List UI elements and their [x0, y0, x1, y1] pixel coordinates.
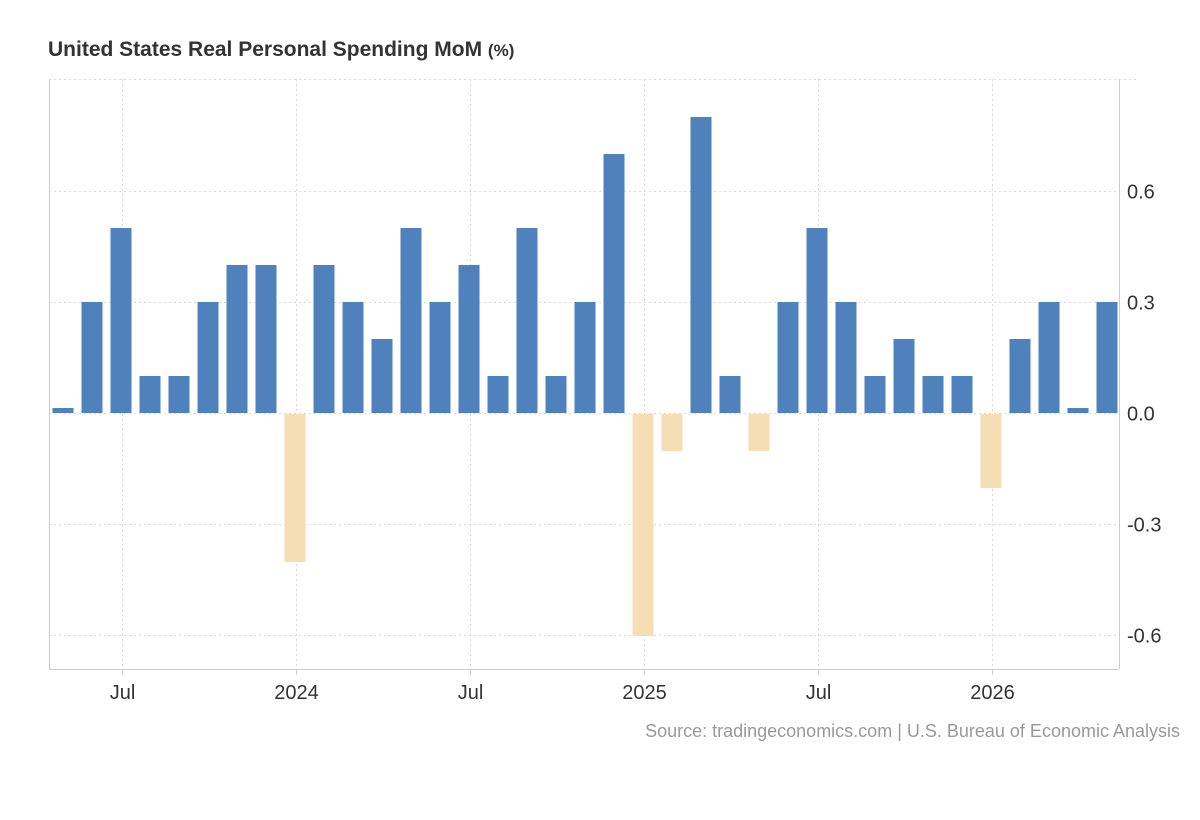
y-tick-label: -0.3: [1127, 515, 1161, 537]
bar-2024-05[interactable]: [400, 228, 422, 413]
bar-2025-08[interactable]: [835, 302, 857, 413]
x-tick-label: 2026: [970, 682, 1015, 704]
y-tick-label: 0.6: [1127, 182, 1155, 204]
y-tick-label: 0.0: [1127, 404, 1155, 426]
bar-2026-03[interactable]: [1038, 302, 1060, 413]
x-tick-label: 2024: [274, 682, 319, 704]
bar-2026-04[interactable]: [1067, 408, 1089, 413]
x-tick-label: 2025: [622, 682, 667, 704]
bar-2024-12[interactable]: [603, 154, 625, 413]
bar-2025-06[interactable]: [777, 302, 799, 413]
bar-2026-05[interactable]: [1096, 302, 1118, 413]
bar-2024-02[interactable]: [313, 265, 335, 413]
bar-2025-07[interactable]: [806, 228, 828, 413]
bar-2023-06[interactable]: [81, 302, 103, 413]
bar-2024-01[interactable]: [284, 414, 306, 562]
chart-title-text: United States Real Personal Spending MoM: [48, 38, 483, 61]
bar-2026-01[interactable]: [980, 414, 1002, 488]
y-tick-label: 0.3: [1127, 293, 1155, 315]
bar-2023-11[interactable]: [226, 265, 248, 413]
x-tick-label: Jul: [458, 682, 484, 704]
bar-2024-06[interactable]: [429, 302, 451, 413]
bar-2024-03[interactable]: [342, 302, 364, 413]
y-axis-labels: 0.6 0.3 0.0 -0.3 -0.6: [1127, 182, 1161, 648]
bar-2024-04[interactable]: [371, 339, 393, 413]
chart-title-unit: (%): [487, 41, 515, 60]
x-tick-label: Jul: [806, 682, 832, 704]
bar-2024-07[interactable]: [458, 265, 480, 413]
bar-2023-07[interactable]: [110, 228, 132, 413]
bar-2024-10[interactable]: [545, 376, 567, 413]
bar-2025-04[interactable]: [719, 376, 741, 413]
bar-2025-02[interactable]: [661, 414, 683, 451]
bar-2024-09[interactable]: [516, 228, 538, 413]
bar-2026-02[interactable]: [1009, 339, 1031, 413]
bar-2024-11[interactable]: [574, 302, 596, 413]
bar-2023-10[interactable]: [197, 302, 219, 413]
bar-2023-05[interactable]: [52, 408, 74, 413]
bar-2025-10[interactable]: [893, 339, 915, 413]
x-axis-labels: Jul 2024 Jul 2025 Jul 2026: [110, 682, 1015, 704]
bar-2023-08[interactable]: [139, 376, 161, 413]
y-tick-label: -0.6: [1127, 626, 1161, 648]
source-note: Source: tradingeconomics.com | U.S. Bure…: [645, 721, 1180, 741]
bar-2023-12[interactable]: [255, 265, 277, 413]
x-tick-label: Jul: [110, 682, 136, 704]
bar-2025-09[interactable]: [864, 376, 886, 413]
bar-2025-11[interactable]: [922, 376, 944, 413]
chart-title: United States Real Personal Spending MoM…: [48, 38, 514, 62]
bar-2025-01[interactable]: [632, 414, 654, 636]
bar-2023-09[interactable]: [168, 376, 190, 413]
bar-2025-05[interactable]: [748, 414, 770, 451]
axes: [49, 79, 1120, 675]
bars: [52, 117, 1118, 636]
bar-2025-03[interactable]: [690, 117, 712, 413]
bar-2024-08[interactable]: [487, 376, 509, 413]
bar-2025-12[interactable]: [951, 376, 973, 413]
